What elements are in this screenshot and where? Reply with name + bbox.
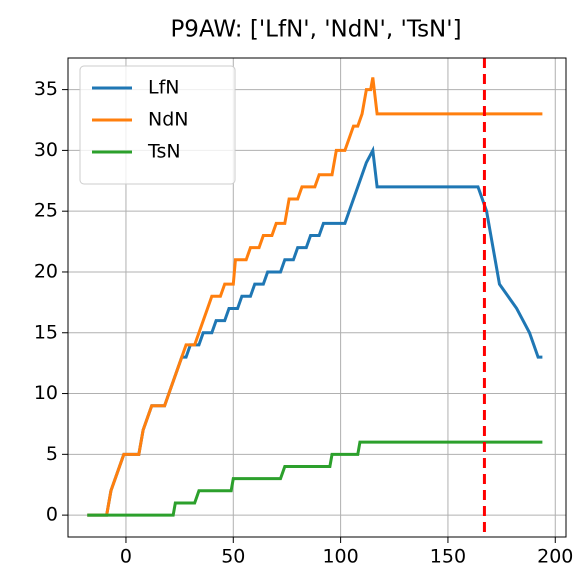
y-tick-label: 10 xyxy=(34,382,58,404)
y-tick-label: 15 xyxy=(34,321,58,343)
y-tick-label: 5 xyxy=(46,443,58,465)
x-tick-label: 100 xyxy=(322,546,358,568)
series-line xyxy=(87,440,543,517)
legend-box xyxy=(79,65,236,185)
y-tick-label: 25 xyxy=(34,200,58,222)
x-tick-label: 200 xyxy=(537,546,573,568)
plot-frame xyxy=(67,57,567,538)
y-tick-label: 30 xyxy=(34,139,58,161)
legend-label: NdN xyxy=(148,109,189,131)
y-tick-label: 20 xyxy=(34,260,58,282)
x-tick-label: 50 xyxy=(221,546,245,568)
legend-label: LfN xyxy=(148,77,180,99)
series-line xyxy=(87,77,543,517)
y-tick-label: 0 xyxy=(46,504,58,526)
x-tick-label: 150 xyxy=(430,546,466,568)
y-tick-label: 35 xyxy=(34,78,58,100)
legend-label: TsN xyxy=(147,141,181,163)
chart-title: P9AW: ['LfN', 'NdN', 'TsN'] xyxy=(170,17,461,43)
x-tick-label: 0 xyxy=(120,546,132,568)
